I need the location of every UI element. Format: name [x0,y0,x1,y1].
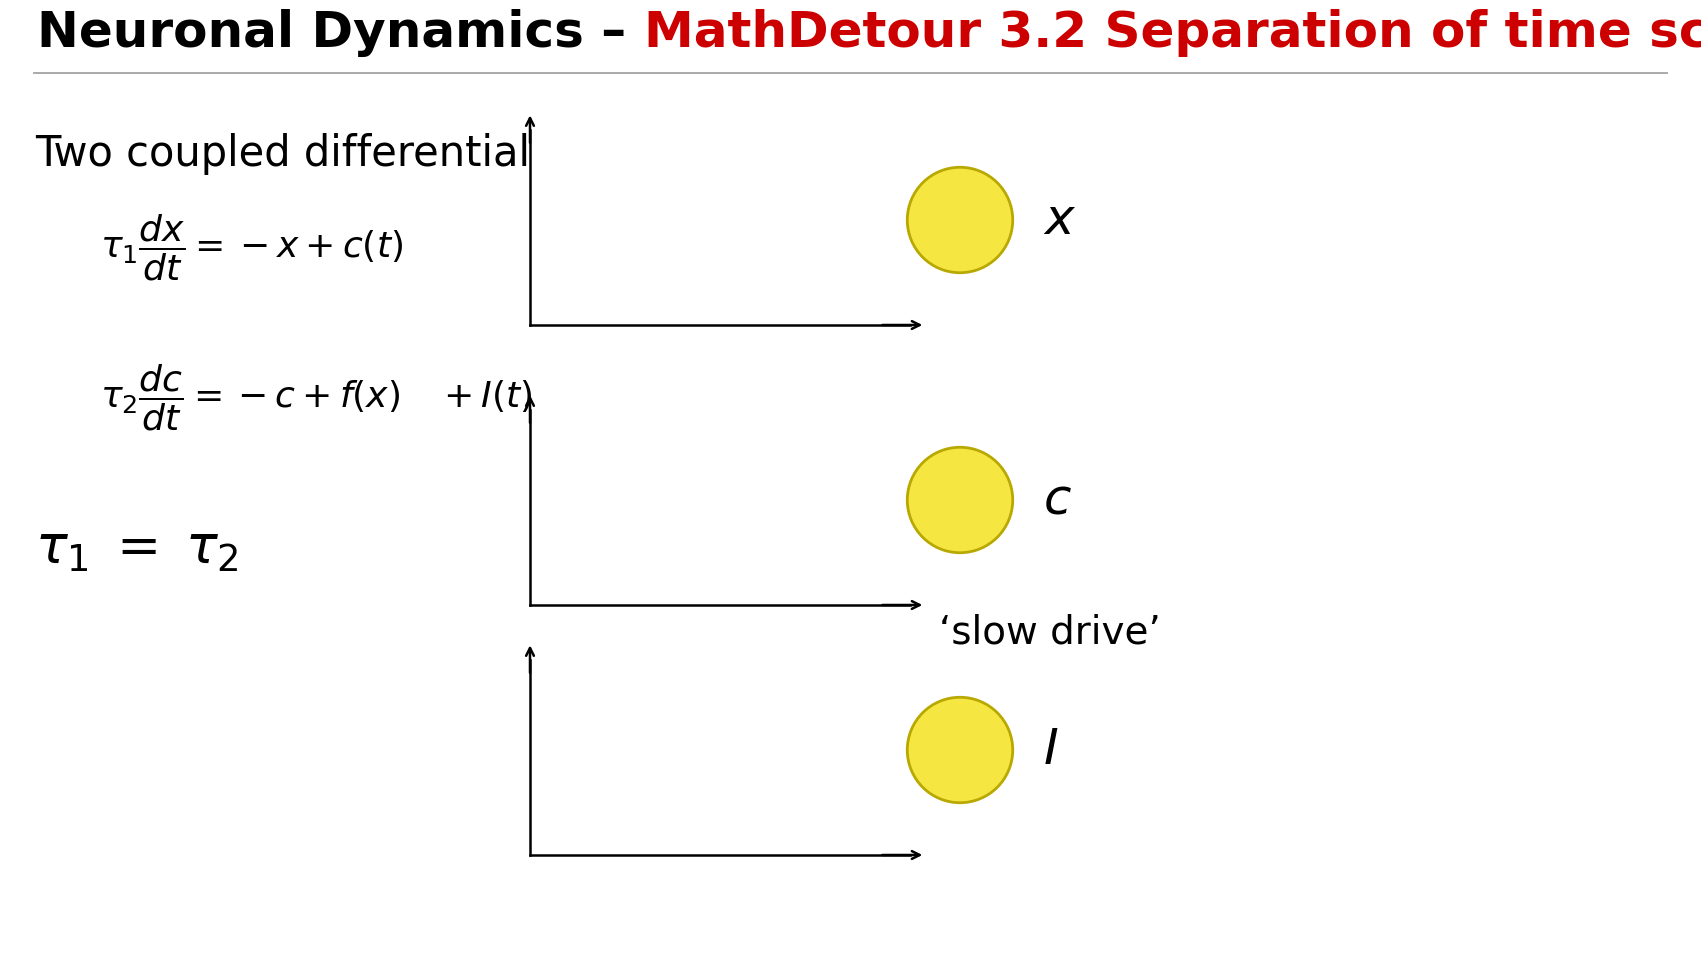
Text: MathDetour 3.2 Separation of time scales: MathDetour 3.2 Separation of time scales [645,9,1701,56]
Text: Neuronal Dynamics –: Neuronal Dynamics – [37,9,645,56]
Text: ‘slow drive’: ‘slow drive’ [939,614,1160,652]
Text: $\tau_2 \dfrac{dc}{dt} = -c + f(x) \quad +I(t)$: $\tau_2 \dfrac{dc}{dt} = -c + f(x) \quad… [100,363,532,434]
Text: $I$: $I$ [1043,726,1058,774]
Text: Two coupled differential equations: Two coupled differential equations [36,133,748,175]
Text: $x$: $x$ [1043,196,1077,244]
Text: $\tau_1 \dfrac{dx}{dt} = -x + c(t)$: $\tau_1 \dfrac{dx}{dt} = -x + c(t)$ [100,212,403,283]
Text: $c$: $c$ [1043,476,1072,524]
Text: $\tau_1 \; = \; \tau_2$: $\tau_1 \; = \; \tau_2$ [36,522,238,574]
